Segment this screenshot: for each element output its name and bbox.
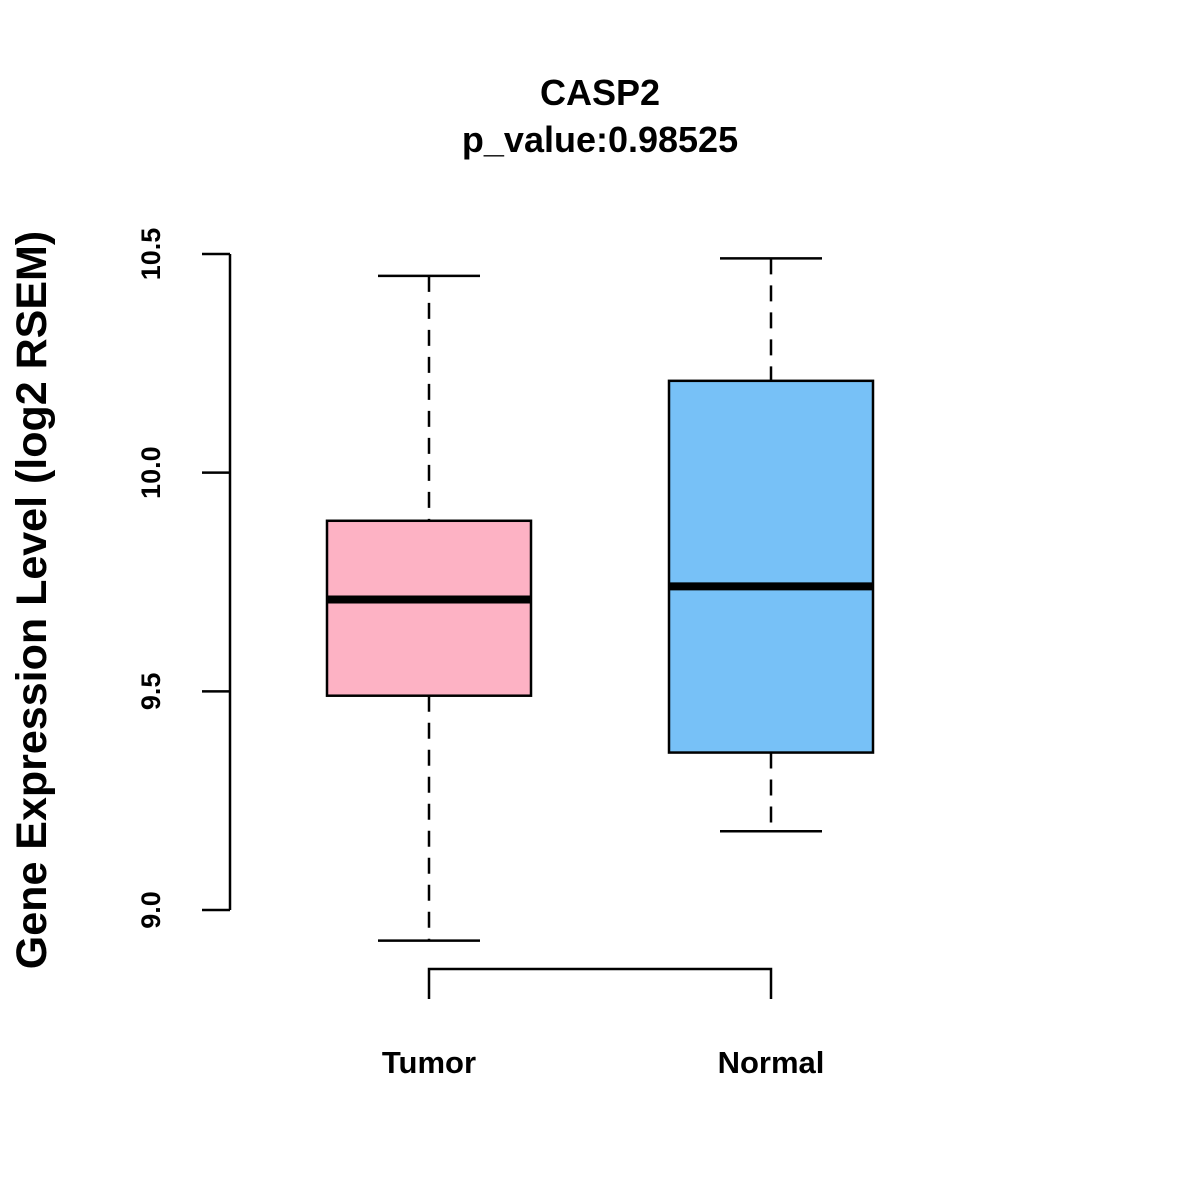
y-tick-label: 9.0 [136, 891, 166, 929]
y-axis-label: Gene Expression Level (log2 RSEM) [8, 231, 56, 969]
box-rect [667, 379, 875, 754]
y-tick-label: 9.5 [136, 673, 166, 711]
box-tumor [325, 274, 533, 942]
comparison-bracket [427, 967, 773, 999]
x-category-label: Normal [718, 1045, 825, 1080]
box-group [325, 257, 875, 942]
bracket-line [427, 967, 773, 999]
y-tick-label: 10.0 [136, 446, 166, 499]
x-category-label: Tumor [382, 1045, 476, 1080]
x-category-labels: Tumor Normal [382, 1045, 824, 1080]
y-tick-label: 10.5 [136, 228, 166, 281]
chart-subtitle: p_value:0.98525 [462, 119, 738, 160]
box-rect [325, 519, 533, 697]
chart-title: CASP2 [540, 72, 660, 113]
y-axis: 9.0 9.5 10.0 10.5 [136, 228, 232, 929]
box-normal [667, 257, 875, 833]
